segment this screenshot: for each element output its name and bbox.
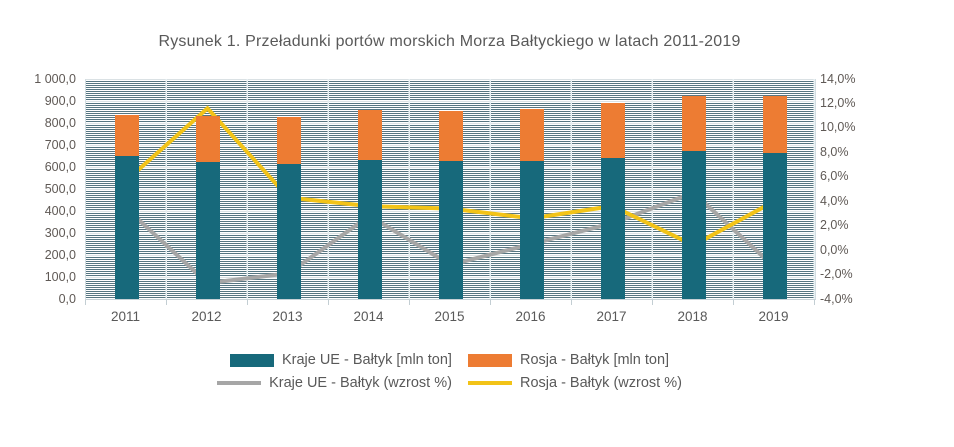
- chart-title: Rysunek 1. Przeładunki portów morskich M…: [158, 33, 741, 50]
- axis-tick: [247, 300, 248, 305]
- y-axis-label: 700,0: [44, 137, 76, 152]
- x-axis-label: 2019: [758, 309, 789, 324]
- bar-segment-1: [438, 110, 463, 162]
- bar-segment-0: [357, 159, 382, 299]
- x-axis-tickmarks: [85, 300, 815, 305]
- bar-segment-0: [600, 157, 625, 299]
- legend-swatch-line: [467, 381, 512, 385]
- x-axis-label: 2014: [353, 309, 384, 324]
- legend: Kraje UE - Bałtyk [mln ton] Rosja - Bałty…: [85, 352, 814, 391]
- bar-segment-1: [195, 116, 220, 162]
- axis-tick: [166, 300, 167, 305]
- y-axis-label: 0,0: [58, 291, 76, 306]
- bar-segment-0: [195, 161, 220, 299]
- y-axis-label: 900,0: [44, 93, 76, 108]
- y-axis-label: 500,0: [44, 181, 76, 196]
- legend-row: Kraje UE - Bałtyk [mln ton] Rosja - Bałty…: [229, 352, 670, 368]
- legend-label: Rosja - Bałtyk (wzrost %): [519, 375, 682, 391]
- axis-tick: [409, 300, 410, 305]
- y-axis-label: 6,0%: [820, 169, 849, 184]
- axis-tick: [733, 300, 734, 305]
- bar-segment-1: [114, 114, 139, 156]
- y-axis-label: 8,0%: [820, 144, 849, 159]
- bar-segment-1: [276, 116, 301, 165]
- legend-row: Kraje UE - Bałtyk (wzrost %) Rosja - Bałt…: [217, 375, 682, 391]
- bar-segment-0: [438, 161, 463, 299]
- legend-item: Kraje UE - Bałtyk [mln ton]: [229, 352, 452, 368]
- axis-tick: [85, 300, 86, 305]
- y-axis-label: 4,0%: [820, 193, 849, 208]
- y-axis-label: 100,0: [44, 269, 76, 284]
- y-axis-label: 10,0%: [820, 120, 856, 135]
- y-axis-label: 14,0%: [820, 71, 856, 86]
- bar-segment-1: [519, 109, 544, 161]
- y-axis-label: 12,0%: [820, 95, 856, 110]
- legend-item: Rosja - Bałtyk [mln ton]: [467, 352, 670, 368]
- legend-item: Rosja - Bałtyk (wzrost %): [467, 375, 682, 391]
- y-axis-label: 200,0: [44, 247, 76, 262]
- bar-segment-1: [681, 96, 706, 151]
- x-axis-label: 2016: [515, 309, 546, 324]
- axis-tick: [571, 300, 572, 305]
- y-axis-left: 1 000,0 900,0 800,0 700,0 600,0 500,0 400,0 300…: [0, 72, 76, 306]
- x-axis: 2011 2012 2013 2014 2015 2016 2017 2018 2019: [85, 309, 814, 327]
- legend-swatch-line: [217, 381, 262, 385]
- axis-tick: [814, 300, 815, 305]
- x-axis-label: 2011: [110, 309, 141, 324]
- x-axis-label: 2017: [596, 309, 627, 324]
- y-axis-label: -4,0%: [820, 291, 853, 306]
- y-axis-label: 600,0: [44, 159, 76, 174]
- y-axis-label: 2,0%: [820, 218, 849, 233]
- x-axis-label: 2015: [434, 309, 465, 324]
- y-axis-label: 1 000,0: [34, 71, 76, 86]
- legend-item: Kraje UE - Bałtyk (wzrost %): [217, 375, 452, 391]
- plot-area: [85, 79, 816, 300]
- bar-segment-0: [681, 150, 706, 299]
- bar-segment-1: [600, 103, 625, 158]
- axis-tick: [328, 300, 329, 305]
- y-axis-label: 800,0: [44, 115, 76, 130]
- legend-swatch-bar: [229, 353, 274, 367]
- bar-segment-0: [276, 164, 301, 299]
- axis-tick: [490, 300, 491, 305]
- y-axis-label: -2,0%: [820, 267, 853, 282]
- bar-segment-0: [114, 155, 139, 299]
- legend-label: Kraje UE - Bałtyk (wzrost %): [269, 375, 452, 391]
- bar-segment-1: [357, 110, 382, 160]
- x-axis-label: 2013: [272, 309, 303, 324]
- legend-label: Rosja - Bałtyk [mln ton]: [519, 352, 670, 368]
- bar-segment-0: [519, 160, 544, 299]
- x-axis-label: 2018: [677, 309, 708, 324]
- y-axis-right: 14,0% 12,0% 10,0% 8,0% 6,0% 4,0% 2,0% 0,0% -2,0%…: [820, 72, 890, 306]
- legend-swatch-bar: [467, 353, 512, 367]
- x-axis-label: 2012: [191, 309, 222, 324]
- bar-segment-0: [762, 152, 787, 299]
- y-axis-label: 0,0%: [820, 242, 849, 257]
- y-axis-label: 400,0: [44, 203, 76, 218]
- legend-label: Kraje UE - Bałtyk [mln ton]: [281, 352, 452, 368]
- bar-segment-1: [762, 96, 787, 153]
- axis-tick: [652, 300, 653, 305]
- y-axis-label: 300,0: [44, 225, 76, 240]
